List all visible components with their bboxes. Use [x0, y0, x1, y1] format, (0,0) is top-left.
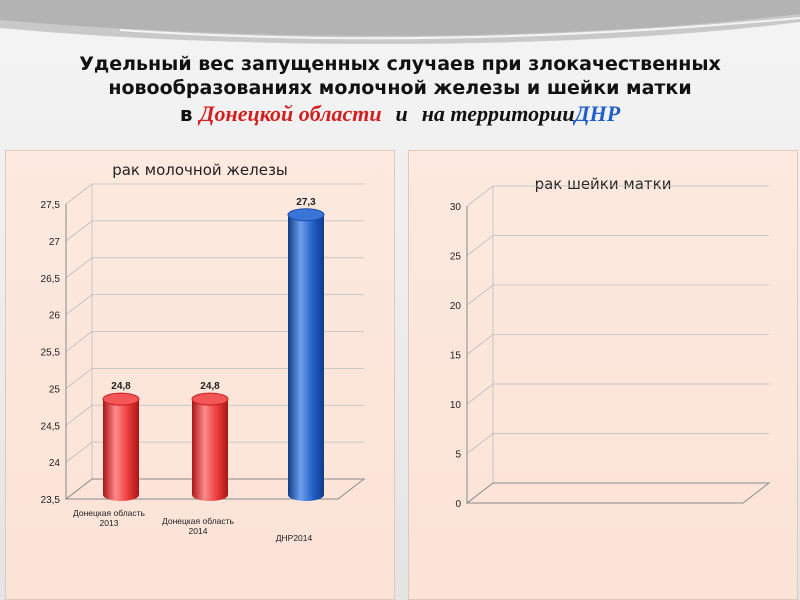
header-swoosh [0, 0, 800, 44]
gridline [466, 334, 769, 355]
gridline [466, 284, 769, 306]
title-prefix: в [179, 102, 193, 126]
x-tick-label-line: Донецкая область [73, 508, 146, 518]
bar [287, 208, 325, 501]
bar-body [192, 399, 228, 501]
bar-top [191, 392, 229, 406]
y-tick-label: 24,5 [41, 421, 61, 432]
y-tick-label: 0 [455, 499, 461, 510]
bar-body [103, 399, 139, 501]
data-label: 24,8 [200, 381, 220, 392]
y-tick-label: 24 [49, 458, 61, 469]
x-tick-label: Донецкая область 2014 [162, 516, 235, 536]
chart-panel-breast: рак молочной железы 23,5 24 24,5 25 25,5 26 26… [5, 150, 395, 600]
y-tick-label: 25,5 [41, 348, 61, 359]
x-tick-label-line: 2013 [100, 518, 119, 528]
slide-title: Удельный вес запущенных случаев при злок… [60, 52, 740, 128]
x-tick-label-line: Донецкая область [162, 516, 235, 526]
gridline [65, 183, 364, 205]
data-label: 24,8 [111, 381, 131, 392]
chart-floor [465, 482, 771, 504]
gridline [466, 433, 769, 454]
y-tick-label: 20 [450, 301, 462, 312]
x-tick-label: Донецкая область 2013 [73, 508, 146, 528]
y-tick-label: 26,5 [41, 274, 61, 285]
y-tick-label: 23,5 [41, 495, 61, 506]
x-tick-label: ДНР2014 [276, 533, 313, 543]
chart-title: рак молочной железы [112, 161, 288, 179]
x-tick-label-line: ДНР2014 [276, 533, 313, 543]
chart-floor [64, 478, 366, 500]
y-tick-label: 25 [450, 252, 462, 263]
bar-top [287, 208, 325, 222]
chart-cervical-cancer: 05101520253015,9Донецкаяобласть201320,0Д… [450, 185, 771, 510]
gridline [466, 482, 769, 504]
bar-body [288, 214, 324, 501]
chart-title: рак шейки матки [534, 175, 672, 193]
chart-panel-cervical: рак шейки матки 05101520253015,9Донецкая… [408, 150, 798, 600]
y-tick-label: 15 [450, 351, 462, 362]
bar [191, 392, 229, 501]
title-middle: на территории [421, 101, 575, 126]
gridline [466, 185, 769, 207]
title-line-3: в Донецкой области и на территорииДНР [60, 100, 740, 128]
y-tick-label: 25 [49, 384, 61, 395]
y-tick-label: 27,5 [41, 200, 61, 211]
title-region-dnr: ДНР [574, 101, 621, 126]
x-tick-label-line: 2014 [189, 526, 208, 536]
title-region-donetsk: Донецкой области [199, 101, 382, 126]
data-label: 27,3 [296, 197, 316, 208]
title-line-1: Удельный вес запущенных случаев при злок… [79, 53, 721, 75]
chart-breast-cancer: 23,5 24 24,5 25 25,5 26 26,5 27 27,5 24,8 Донецкая… [41, 183, 366, 543]
gridline [466, 383, 769, 405]
title-connector: и [395, 101, 408, 126]
y-tick-label: 5 [455, 450, 461, 461]
y-tick-label: 30 [450, 202, 462, 213]
y-tick-label: 10 [450, 400, 462, 411]
bar-top [102, 392, 140, 406]
y-tick-label: 26 [49, 311, 61, 322]
bar [102, 392, 140, 501]
title-line-2: новообразованиях молочной железы и шейки… [108, 77, 692, 99]
y-tick-label: 27 [49, 237, 61, 248]
gridline [466, 235, 769, 256]
